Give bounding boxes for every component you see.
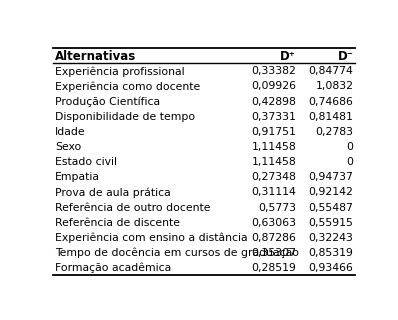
Text: 0,84774: 0,84774 <box>309 66 353 76</box>
Text: 0,2783: 0,2783 <box>316 127 353 137</box>
Text: 0,55915: 0,55915 <box>309 218 353 228</box>
Text: Referência de outro docente: Referência de outro docente <box>55 203 211 212</box>
Text: Tempo de docência em cursos de graduação: Tempo de docência em cursos de graduação <box>55 248 299 258</box>
Text: 1,11458: 1,11458 <box>252 157 296 167</box>
Text: 0,35307: 0,35307 <box>251 248 296 258</box>
Text: 0,32243: 0,32243 <box>309 233 353 243</box>
Text: 0,55487: 0,55487 <box>309 203 353 212</box>
Text: 0,85319: 0,85319 <box>309 248 353 258</box>
Text: 0,63063: 0,63063 <box>251 218 296 228</box>
Text: 0: 0 <box>347 157 353 167</box>
Text: 0,94737: 0,94737 <box>309 172 353 182</box>
Text: Formação acadêmica: Formação acadêmica <box>55 263 172 273</box>
Text: 0,93466: 0,93466 <box>309 263 353 273</box>
Text: 0,5773: 0,5773 <box>258 203 296 212</box>
Text: Experiência profissional: Experiência profissional <box>55 66 185 76</box>
Text: 0,33382: 0,33382 <box>251 66 296 76</box>
Text: Sexo: Sexo <box>55 142 82 152</box>
Text: 0,91751: 0,91751 <box>251 127 296 137</box>
Text: 0,09926: 0,09926 <box>251 81 296 92</box>
Text: 0,42898: 0,42898 <box>251 97 296 107</box>
Text: 0,27348: 0,27348 <box>251 172 296 182</box>
Text: 1,0832: 1,0832 <box>316 81 353 92</box>
Text: D⁻: D⁻ <box>338 50 353 63</box>
Text: 0,28519: 0,28519 <box>251 263 296 273</box>
Text: Estado civil: Estado civil <box>55 157 117 167</box>
Text: Idade: Idade <box>55 127 86 137</box>
Text: 0,31114: 0,31114 <box>251 188 296 197</box>
Text: 1,11458: 1,11458 <box>252 142 296 152</box>
Text: Empatia: Empatia <box>55 172 100 182</box>
Text: Produção Científica: Produção Científica <box>55 96 160 107</box>
Text: 0,81481: 0,81481 <box>309 112 353 122</box>
Text: Prova de aula prática: Prova de aula prática <box>55 187 171 198</box>
Text: 0,87286: 0,87286 <box>251 233 296 243</box>
Text: D⁺: D⁺ <box>280 50 296 63</box>
Text: Experiência como docente: Experiência como docente <box>55 81 201 92</box>
Text: 0: 0 <box>347 142 353 152</box>
Text: 0,37331: 0,37331 <box>251 112 296 122</box>
Text: 0,92142: 0,92142 <box>309 188 353 197</box>
Text: 0,74686: 0,74686 <box>309 97 353 107</box>
Text: Referência de discente: Referência de discente <box>55 218 180 228</box>
Text: Experiência com ensino a distância: Experiência com ensino a distância <box>55 233 248 243</box>
Text: Alternativas: Alternativas <box>55 50 137 63</box>
Text: Disponibilidade de tempo: Disponibilidade de tempo <box>55 112 195 122</box>
